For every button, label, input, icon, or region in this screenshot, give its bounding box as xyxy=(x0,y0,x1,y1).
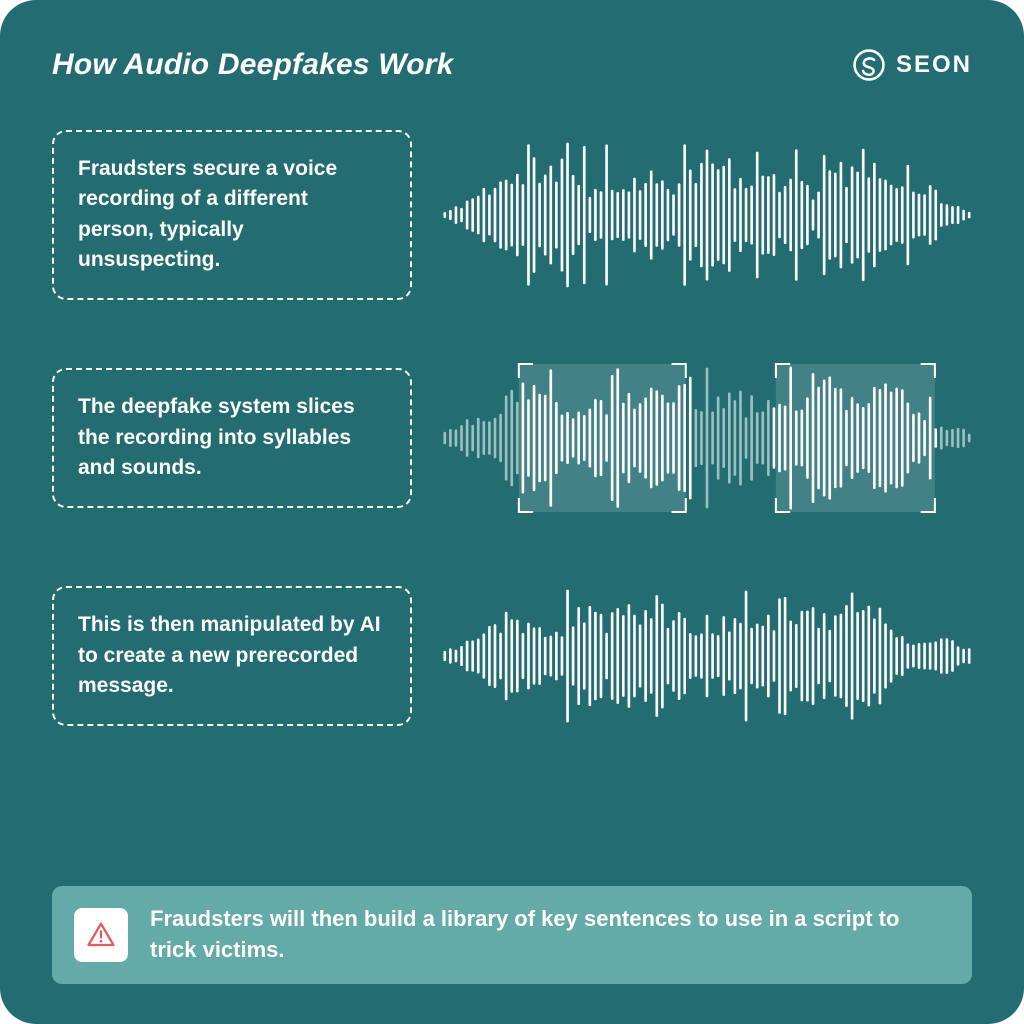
infographic-card: How Audio Deepfakes Work SEON Fraudsters… xyxy=(0,0,1024,1024)
step-1-waveform xyxy=(442,135,972,295)
step-3-text: This is then manipulated by AI to create… xyxy=(52,586,412,726)
seon-logo-icon xyxy=(852,48,886,82)
step-2-waveform xyxy=(442,358,972,518)
brand-name: SEON xyxy=(896,51,972,79)
page-title: How Audio Deepfakes Work xyxy=(52,48,454,82)
warning-badge xyxy=(74,908,128,962)
step-3-waveform xyxy=(442,576,972,736)
step-2-text: The deepfake system slices the recording… xyxy=(52,368,412,508)
step-1: Fraudsters secure a voice recording of a… xyxy=(52,130,972,300)
step-1-text: Fraudsters secure a voice recording of a… xyxy=(52,130,412,300)
warning-icon xyxy=(86,920,116,950)
step-2: The deepfake system slices the recording… xyxy=(52,358,972,518)
step-3: This is then manipulated by AI to create… xyxy=(52,576,972,736)
footer-callout: Fraudsters will then build a library of … xyxy=(52,886,972,984)
steps: Fraudsters secure a voice recording of a… xyxy=(52,130,972,850)
brand: SEON xyxy=(852,48,972,82)
header: How Audio Deepfakes Work SEON xyxy=(52,48,972,82)
footer-text: Fraudsters will then build a library of … xyxy=(150,904,950,966)
